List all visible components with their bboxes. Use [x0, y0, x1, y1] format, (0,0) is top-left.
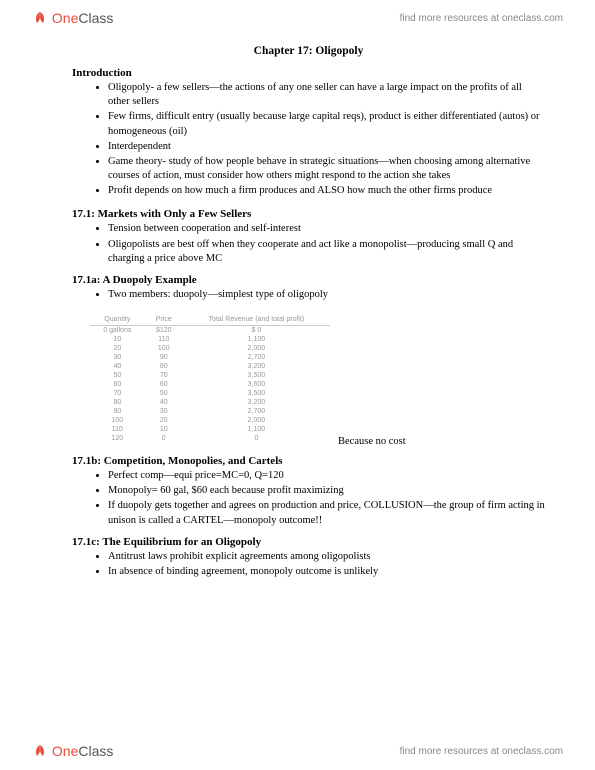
table-cell: 100	[145, 344, 183, 353]
table-row: 80403,200	[90, 398, 330, 407]
table-row: 0 gallons$120$ 0	[90, 326, 330, 336]
table-cell: 50	[145, 389, 183, 398]
page-footer: OneClass find more resources at oneclass…	[32, 743, 563, 760]
intro-bullets: Oligopoly- a few sellers—the actions of …	[72, 81, 545, 198]
list-item: Perfect comp—equi price=MC=0, Q=120	[108, 469, 545, 483]
table-cell: 0	[183, 434, 330, 443]
intro-title: Introduction	[72, 67, 545, 79]
table-cell: 60	[90, 380, 145, 389]
table-cell: 3,500	[183, 389, 330, 398]
header-link[interactable]: find more resources at oneclass.com	[400, 13, 563, 24]
s171c-title: 17.1c: The Equilibrium for an Oligopoly	[72, 536, 545, 548]
table-header: Price	[145, 314, 183, 326]
table-cell: 10	[145, 425, 183, 434]
table-cell: 2,000	[183, 344, 330, 353]
list-item: If duopoly gets together and agrees on p…	[108, 499, 545, 527]
list-item: Monopoly= 60 gal, $60 each because profi…	[108, 484, 545, 498]
list-item: Tension between cooperation and self-int…	[108, 222, 545, 236]
list-item: Oligopoly- a few sellers—the actions of …	[108, 81, 545, 109]
table-cell: 40	[90, 362, 145, 371]
footer-link[interactable]: find more resources at oneclass.com	[400, 746, 563, 757]
brand-one: One	[52, 743, 78, 759]
s171-title: 17.1: Markets with Only a Few Sellers	[72, 208, 545, 220]
s171b-bullets: Perfect comp—equi price=MC=0, Q=120 Mono…	[72, 469, 545, 528]
list-item: Two members: duopoly—simplest type of ol…	[108, 288, 545, 302]
table-cell: 30	[90, 353, 145, 362]
table-cell: $120	[145, 326, 183, 336]
table-cell: 1,100	[183, 335, 330, 344]
s171a-bullets: Two members: duopoly—simplest type of ol…	[72, 288, 545, 302]
table-cell: 20	[90, 344, 145, 353]
brand-class: Class	[78, 10, 113, 26]
table-row: 100202,000	[90, 416, 330, 425]
table-cell: 120	[90, 434, 145, 443]
list-item: Few firms, difficult entry (usually beca…	[108, 110, 545, 138]
s171-bullets: Tension between cooperation and self-int…	[72, 222, 545, 266]
table-header: Total Revenue (and total profit)	[183, 314, 330, 326]
brand-class: Class	[78, 743, 113, 759]
document-content: Chapter 17: Oligopoly Introduction Oligo…	[72, 45, 545, 730]
table-row: 12000	[90, 434, 330, 443]
table-cell: 70	[90, 389, 145, 398]
table-cell: 100	[90, 416, 145, 425]
duopoly-table: Quantity Price Total Revenue (and total …	[90, 314, 330, 443]
s171b-title: 17.1b: Competition, Monopolies, and Cart…	[72, 455, 545, 467]
table-cell: 2,700	[183, 353, 330, 362]
brand-logo-top: OneClass	[32, 10, 113, 27]
table-row: 50703,500	[90, 371, 330, 380]
table-cell: 10	[90, 335, 145, 344]
table-cell: 80	[90, 398, 145, 407]
leaf-icon	[32, 11, 48, 27]
table-caption: Because no cost	[338, 436, 406, 447]
table-cell: 0	[145, 434, 183, 443]
table-cell: 3,600	[183, 380, 330, 389]
list-item: Interdependent	[108, 140, 545, 154]
table-cell: 2,000	[183, 416, 330, 425]
brand-one: One	[52, 10, 78, 26]
s171c-bullets: Antitrust laws prohibit explicit agreeme…	[72, 550, 545, 579]
table-cell: 3,200	[183, 362, 330, 371]
list-item: Game theory- study of how people behave …	[108, 155, 545, 183]
table-cell: 20	[145, 416, 183, 425]
table-cell: 80	[145, 362, 183, 371]
page-header: OneClass find more resources at oneclass…	[32, 10, 563, 27]
table-cell: 70	[145, 371, 183, 380]
table-row: 110101,100	[90, 425, 330, 434]
table-cell: 2,700	[183, 407, 330, 416]
table-cell: 3,500	[183, 371, 330, 380]
table-area: Quantity Price Total Revenue (and total …	[72, 308, 545, 447]
table-row: 70503,500	[90, 389, 330, 398]
table-cell: 3,200	[183, 398, 330, 407]
table-cell: 30	[145, 407, 183, 416]
table-cell: 60	[145, 380, 183, 389]
list-item: Antitrust laws prohibit explicit agreeme…	[108, 550, 545, 564]
chapter-title: Chapter 17: Oligopoly	[72, 45, 545, 57]
table-cell: 50	[90, 371, 145, 380]
list-item: Profit depends on how much a firm produc…	[108, 184, 545, 198]
brand-logo-bottom: OneClass	[32, 743, 113, 760]
table-row: 60603,600	[90, 380, 330, 389]
table-header: Quantity	[90, 314, 145, 326]
table-cell: 110	[90, 425, 145, 434]
table-cell: $ 0	[183, 326, 330, 336]
table-row: 201002,000	[90, 344, 330, 353]
table-row: 30902,700	[90, 353, 330, 362]
table-row: 90302,700	[90, 407, 330, 416]
table-cell: 90	[90, 407, 145, 416]
table-row: 101101,100	[90, 335, 330, 344]
table-row: 40803,200	[90, 362, 330, 371]
table-cell: 110	[145, 335, 183, 344]
list-item: In absence of binding agreement, monopol…	[108, 565, 545, 579]
s171a-title: 17.1a: A Duopoly Example	[72, 274, 545, 286]
table-cell: 40	[145, 398, 183, 407]
leaf-icon	[32, 744, 48, 760]
table-cell: 90	[145, 353, 183, 362]
table-cell: 0 gallons	[90, 326, 145, 336]
list-item: Oligopolists are best off when they coop…	[108, 238, 545, 266]
table-cell: 1,100	[183, 425, 330, 434]
